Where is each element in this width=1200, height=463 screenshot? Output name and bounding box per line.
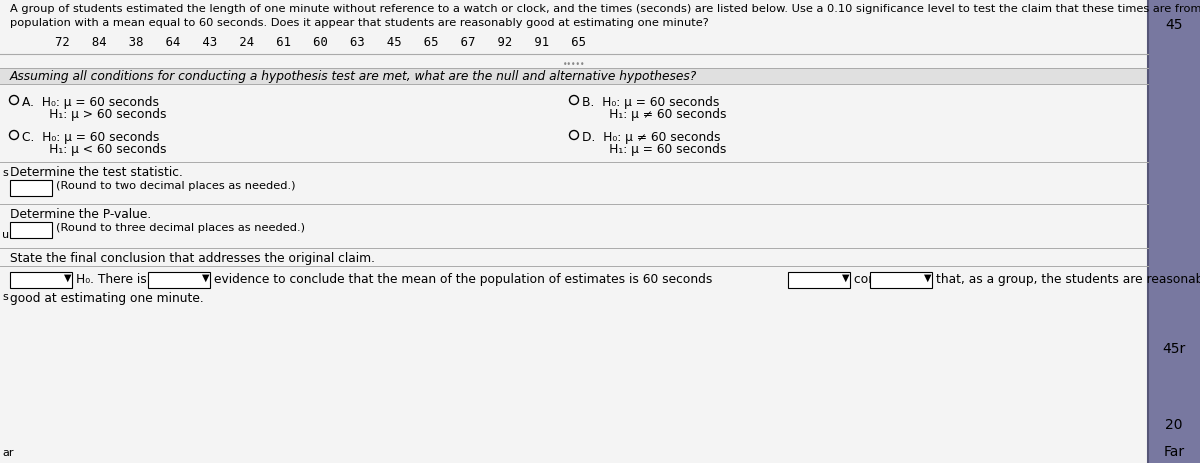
Bar xyxy=(10,222,52,238)
Text: ▼: ▼ xyxy=(842,273,850,283)
Text: good at estimating one minute.: good at estimating one minute. xyxy=(10,292,204,305)
Text: State the final conclusion that addresses the original claim.: State the final conclusion that addresse… xyxy=(10,252,374,265)
Text: evidence to conclude that the mean of the population of estimates is 60 seconds: evidence to conclude that the mean of th… xyxy=(214,273,713,286)
Text: H₁: μ < 60 seconds: H₁: μ < 60 seconds xyxy=(22,143,167,156)
Bar xyxy=(1148,0,1200,463)
Text: D.  H₀: μ ≠ 60 seconds: D. H₀: μ ≠ 60 seconds xyxy=(582,131,720,144)
Text: population with a mean equal to 60 seconds. Does it appear that students are rea: population with a mean equal to 60 secon… xyxy=(10,18,709,28)
Text: ur: ur xyxy=(2,230,13,240)
Text: A.  H₀: μ = 60 seconds: A. H₀: μ = 60 seconds xyxy=(22,96,158,109)
Text: Assuming all conditions for conducting a hypothesis test are met, what are the n: Assuming all conditions for conducting a… xyxy=(10,70,697,83)
Text: 20: 20 xyxy=(1165,418,1183,432)
Text: ▼: ▼ xyxy=(202,273,210,283)
Bar xyxy=(0,68,1148,84)
Text: (Round to two decimal places as needed.): (Round to two decimal places as needed.) xyxy=(56,181,295,191)
Text: H₁: μ > 60 seconds: H₁: μ > 60 seconds xyxy=(22,108,167,121)
Text: (Round to three decimal places as needed.): (Round to three decimal places as needed… xyxy=(56,223,305,233)
Text: Far: Far xyxy=(1164,445,1184,459)
Bar xyxy=(10,272,72,288)
Text: that, as a group, the students are reasonably: that, as a group, the students are reaso… xyxy=(936,273,1200,286)
Text: A group of students estimated the length of one minute without reference to a wa: A group of students estimated the length… xyxy=(10,4,1200,14)
Text: s: s xyxy=(2,168,7,178)
Bar xyxy=(870,272,932,288)
Bar xyxy=(10,180,52,196)
Text: •••••: ••••• xyxy=(563,60,586,69)
Bar xyxy=(148,272,210,288)
Text: Determine the test statistic.: Determine the test statistic. xyxy=(10,166,182,179)
Text: ▼: ▼ xyxy=(924,273,931,283)
Text: B.  H₀: μ = 60 seconds: B. H₀: μ = 60 seconds xyxy=(582,96,719,109)
Text: 72   84   38   64   43   24   61   60   63   45   65   67   92   91   65: 72 84 38 64 43 24 61 60 63 45 65 67 92 9… xyxy=(55,36,586,49)
Text: C.  H₀: μ = 60 seconds: C. H₀: μ = 60 seconds xyxy=(22,131,160,144)
Text: correct. It: correct. It xyxy=(854,273,913,286)
Text: ar: ar xyxy=(2,448,13,458)
Text: H₁: μ ≠ 60 seconds: H₁: μ ≠ 60 seconds xyxy=(582,108,726,121)
Text: H₁: μ = 60 seconds: H₁: μ = 60 seconds xyxy=(582,143,726,156)
Text: H₀. There is: H₀. There is xyxy=(76,273,146,286)
Text: 45r: 45r xyxy=(1163,342,1186,356)
Text: ▼: ▼ xyxy=(64,273,72,283)
Text: Determine the P-value.: Determine the P-value. xyxy=(10,208,151,221)
Text: s: s xyxy=(2,292,7,302)
Text: 45: 45 xyxy=(1165,18,1183,32)
Bar xyxy=(788,272,850,288)
